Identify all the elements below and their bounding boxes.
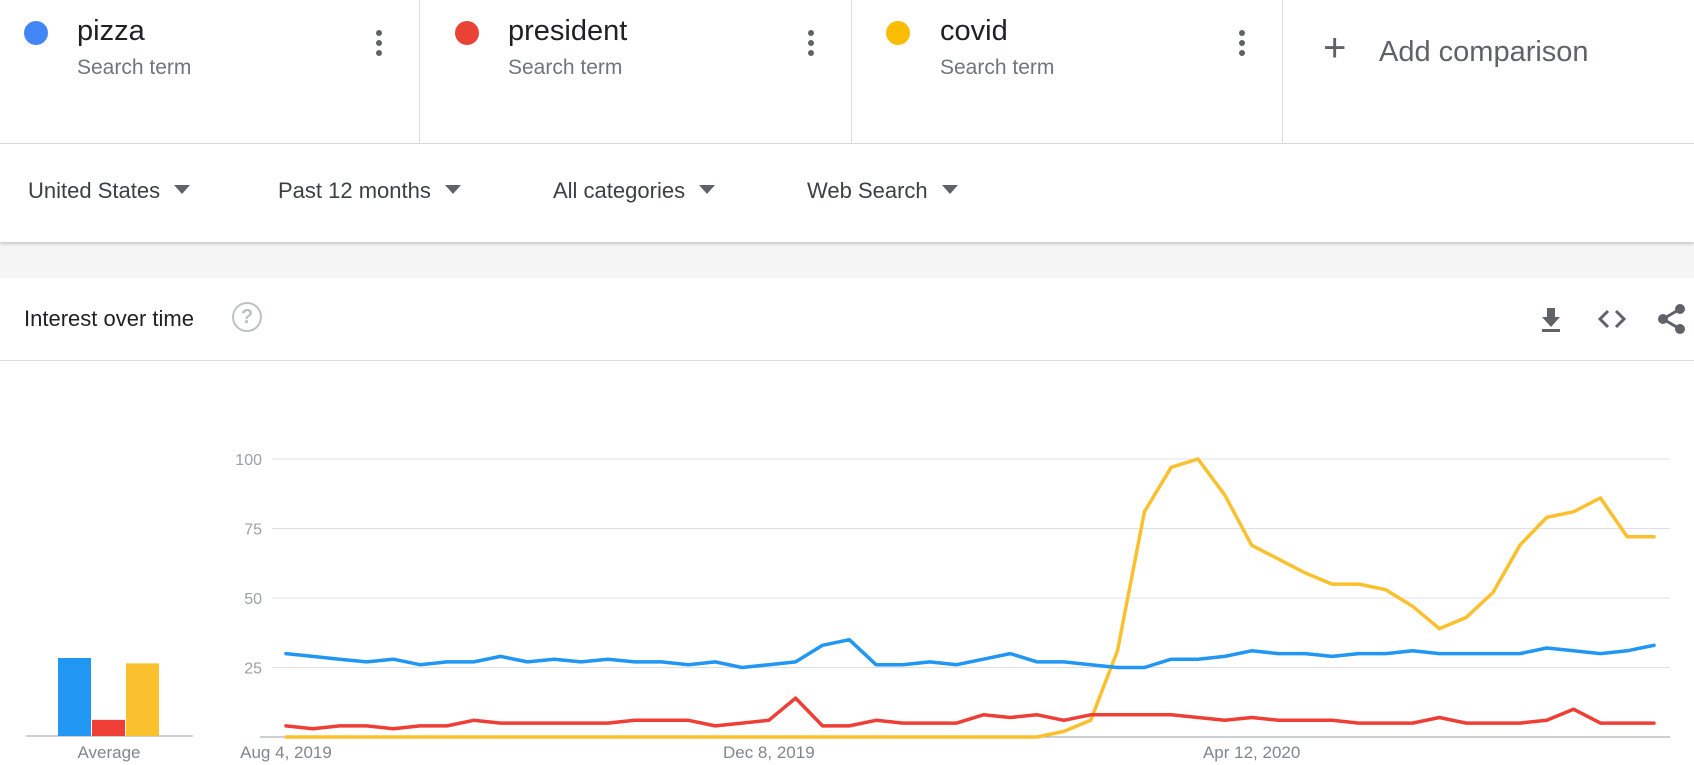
y-tick-label: 100: [235, 452, 262, 469]
series-line-pizza: [284, 637, 1656, 670]
add-comparison-label: Add comparison: [1379, 36, 1589, 68]
term-card-covid[interactable]: covid Search term: [852, 0, 1283, 143]
term-card-pizza[interactable]: pizza Search term: [0, 0, 420, 143]
term-name: pizza: [77, 15, 145, 47]
x-tick-label: Dec 8, 2019: [723, 743, 815, 762]
average-bar-pizza: [58, 658, 91, 736]
term-name: covid: [940, 15, 1008, 47]
dropdown-arrow-icon: [941, 185, 958, 194]
y-tick-label: 25: [244, 661, 262, 678]
covid-color-dot: [886, 21, 910, 45]
property-value: Web Search: [807, 178, 928, 203]
series-lines: [284, 457, 1656, 739]
embed-icon[interactable]: [1595, 302, 1629, 336]
dropdown-arrow-icon: [174, 185, 191, 194]
dropdown-arrow-icon: [444, 185, 461, 194]
y-tick-label: 75: [244, 522, 262, 539]
pizza-color-dot: [24, 21, 48, 45]
period-dropdown[interactable]: Past 12 months: [278, 178, 461, 208]
comparison-bar: pizza Search term president Search term …: [0, 0, 1694, 144]
help-icon[interactable]: ?: [232, 302, 262, 332]
plus-icon: +: [1323, 26, 1347, 70]
interest-over-time-chart[interactable]: Average 25 50 75 100 Aug 4, 2019 Dec 8, 2019…: [0, 362, 1694, 765]
term-type: Search term: [77, 56, 192, 79]
search-property-dropdown[interactable]: Web Search: [807, 178, 958, 208]
more-vert-icon[interactable]: [1235, 30, 1249, 64]
term-type: Search term: [508, 56, 623, 79]
average-bar-president: [92, 719, 125, 736]
more-vert-icon[interactable]: [372, 30, 386, 64]
section-gap: [0, 242, 1694, 278]
dropdown-arrow-icon: [699, 185, 716, 194]
average-label: Average: [77, 743, 140, 762]
x-axis-labels: Aug 4, 2019 Dec 8, 2019 Apr 12, 2020: [240, 743, 1300, 762]
card-title: Interest over time: [24, 306, 194, 331]
region-dropdown[interactable]: United States: [28, 178, 191, 208]
average-bars: [26, 658, 193, 737]
add-comparison-button[interactable]: + Add comparison: [1283, 0, 1694, 143]
category-dropdown[interactable]: All categories: [553, 178, 716, 208]
chart-svg[interactable]: Average 25 50 75 100 Aug 4, 2019 Dec 8, 2019…: [0, 362, 1694, 765]
share-icon[interactable]: [1654, 302, 1688, 336]
term-type: Search term: [940, 56, 1055, 79]
more-vert-icon[interactable]: [804, 30, 818, 64]
term-name: president: [508, 15, 628, 47]
download-icon[interactable]: [1534, 302, 1568, 336]
series-line-president: [284, 696, 1656, 731]
term-card-president[interactable]: president Search term: [420, 0, 852, 143]
period-value: Past 12 months: [278, 178, 431, 203]
x-tick-label: Aug 4, 2019: [240, 743, 332, 762]
category-value: All categories: [553, 178, 686, 203]
y-gridlines: 25 50 75 100: [235, 452, 1670, 738]
y-tick-label: 50: [244, 591, 262, 608]
filter-bar: United States Past 12 months All categor…: [0, 144, 1694, 242]
region-value: United States: [28, 178, 161, 203]
president-color-dot: [455, 21, 479, 45]
series-line-covid: [284, 457, 1656, 739]
x-tick-label: Apr 12, 2020: [1203, 743, 1300, 762]
average-bar-covid: [126, 663, 159, 736]
interest-over-time-header: Interest over time ?: [0, 278, 1694, 361]
